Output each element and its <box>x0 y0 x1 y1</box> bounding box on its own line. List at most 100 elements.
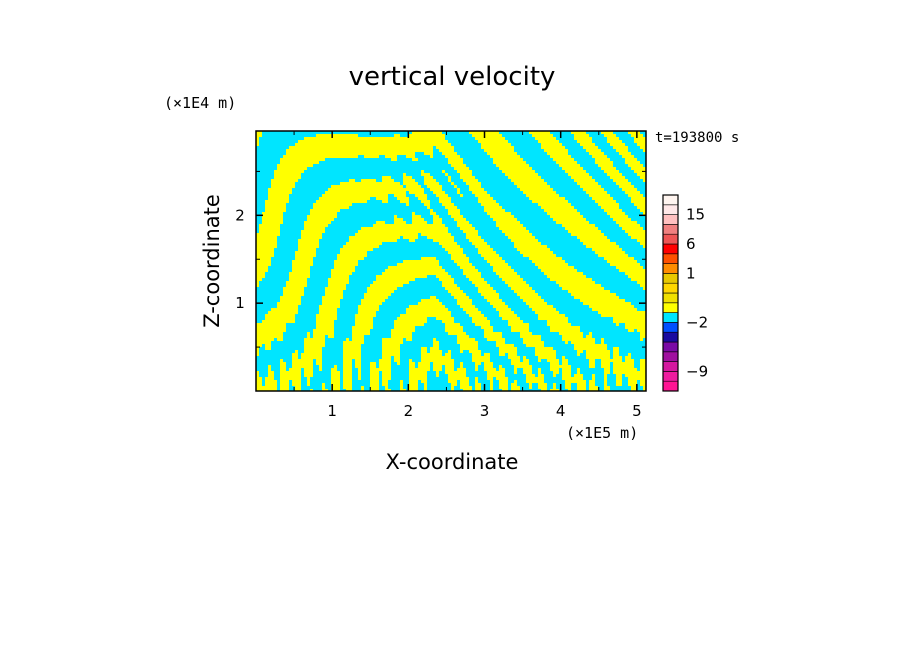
field-positive-region <box>313 332 334 335</box>
field-positive-region <box>520 296 541 299</box>
field-positive-region <box>577 350 583 353</box>
field-positive-region <box>580 185 601 188</box>
field-positive-region <box>376 221 385 224</box>
field-positive-region <box>475 386 481 389</box>
field-positive-region <box>289 275 310 278</box>
field-positive-region <box>343 368 352 371</box>
field-positive-region <box>355 323 373 326</box>
field-positive-region <box>280 158 325 161</box>
field-positive-region <box>433 218 442 221</box>
field-positive-region <box>382 356 391 359</box>
field-positive-region <box>481 203 499 206</box>
field-positive-region <box>499 347 517 350</box>
field-positive-region <box>382 338 403 341</box>
field-positive-region <box>355 365 361 368</box>
field-positive-region <box>568 230 601 233</box>
field-positive-region <box>562 359 568 362</box>
field-positive-region <box>256 248 274 251</box>
field-positive-region <box>562 335 583 338</box>
field-positive-region <box>508 236 535 239</box>
field-positive-region <box>256 341 271 344</box>
field-positive-region <box>589 359 595 362</box>
field-positive-region <box>256 353 259 356</box>
field-positive-region <box>550 365 571 368</box>
field-positive-region <box>493 158 523 161</box>
field-positive-region <box>496 224 523 227</box>
field-positive-region <box>532 308 556 311</box>
field-positive-region <box>448 212 460 215</box>
field-positive-region <box>484 329 493 332</box>
field-positive-region <box>511 179 544 182</box>
field-positive-region <box>592 248 622 251</box>
field-positive-region <box>313 335 325 338</box>
field-positive-region <box>535 350 556 353</box>
field-positive-region <box>373 281 409 284</box>
x-axis-label: X-coordinate <box>386 450 519 474</box>
field-positive-region <box>424 203 430 206</box>
field-positive-region <box>517 293 538 296</box>
field-positive-region <box>268 374 274 377</box>
field-positive-region <box>304 347 322 350</box>
field-positive-region <box>256 278 262 281</box>
field-positive-region <box>610 215 628 218</box>
field-positive-region <box>589 305 634 308</box>
field-positive-region <box>433 362 454 365</box>
field-positive-region <box>412 158 418 161</box>
field-positive-region <box>331 374 340 377</box>
field-positive-region <box>406 338 412 341</box>
field-positive-region <box>490 215 514 218</box>
field-positive-region <box>280 296 301 299</box>
field-positive-region <box>358 368 361 371</box>
field-positive-region <box>553 218 586 221</box>
field-positive-region <box>613 350 619 353</box>
field-positive-region <box>466 236 481 239</box>
field-positive-region <box>328 284 346 287</box>
field-positive-region <box>529 305 553 308</box>
field-positive-region <box>454 167 469 170</box>
field-positive-region <box>448 179 451 182</box>
field-positive-region <box>514 371 517 374</box>
colorbar-segment-10 <box>662 292 679 304</box>
field-positive-region <box>598 203 619 206</box>
field-positive-region <box>475 284 490 287</box>
field-positive-region <box>574 179 595 182</box>
field-positive-region <box>637 281 646 284</box>
field-positive-region <box>496 221 520 224</box>
field-positive-region <box>268 365 271 368</box>
field-positive-region <box>352 326 373 329</box>
field-positive-region <box>265 209 286 212</box>
field-positive-region <box>370 386 379 389</box>
field-positive-region <box>343 362 352 365</box>
field-positive-region <box>487 371 505 374</box>
field-positive-region <box>604 368 610 371</box>
field-positive-region <box>283 293 304 296</box>
field-positive-region <box>637 173 646 176</box>
field-positive-region <box>466 233 478 236</box>
field-positive-region <box>607 173 622 176</box>
field-positive-region <box>391 335 412 338</box>
colorbar-segment-12 <box>662 273 679 284</box>
field-positive-region <box>265 344 271 347</box>
field-positive-region <box>433 215 439 218</box>
field-positive-region <box>370 383 379 386</box>
field-positive-region <box>388 266 442 269</box>
field-positive-region <box>337 257 364 260</box>
field-positive-region <box>508 176 541 179</box>
field-positive-region <box>511 239 538 242</box>
field-positive-region <box>352 329 370 332</box>
field-positive-region <box>283 155 358 158</box>
field-positive-region <box>586 350 610 353</box>
field-positive-region <box>400 389 406 391</box>
field-positive-region <box>469 188 484 191</box>
field-positive-region <box>595 200 616 203</box>
field-positive-region <box>589 152 604 155</box>
field-positive-region <box>331 371 340 374</box>
field-positive-region <box>436 275 451 278</box>
colorbar-segment-6 <box>662 331 679 343</box>
field-positive-region <box>613 371 646 374</box>
field-positive-region <box>370 389 379 391</box>
field-positive-region <box>595 161 613 164</box>
field-positive-region <box>352 338 364 341</box>
field-positive-region <box>256 329 286 332</box>
field-positive-region <box>256 131 262 134</box>
